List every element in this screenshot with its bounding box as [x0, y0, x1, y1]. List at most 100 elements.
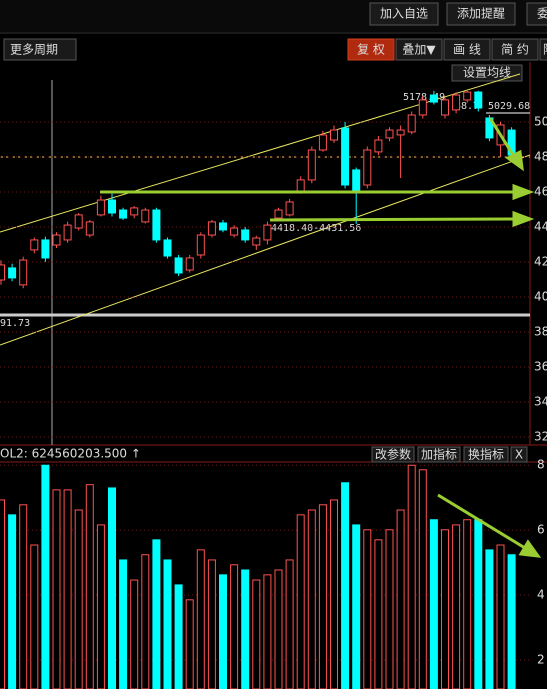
candle-body — [396, 129, 405, 136]
button[interactable] — [463, 446, 509, 463]
button-label[interactable]: 隐 — [543, 43, 547, 57]
y-tick-label: 4 — [537, 587, 545, 601]
button[interactable] — [526, 2, 547, 26]
candle-body — [196, 234, 205, 256]
button-label[interactable]: 加入自选 — [380, 7, 428, 21]
y-tick-label: 50 — [534, 114, 547, 128]
candle-body — [74, 214, 83, 229]
volume-bar — [230, 564, 239, 689]
volume-bar — [141, 554, 150, 689]
button-label[interactable]: 叠加▼ — [402, 43, 436, 57]
candle-body — [130, 207, 139, 216]
button-label[interactable]: 复 权 — [357, 43, 385, 57]
candle-body — [285, 201, 294, 216]
button-label[interactable]: X — [515, 448, 523, 462]
volume-bar — [318, 504, 327, 689]
button[interactable] — [347, 38, 395, 61]
annotation: 91.73 — [0, 318, 30, 329]
volume-bar — [196, 549, 205, 689]
button[interactable] — [3, 38, 77, 61]
candle-body — [385, 129, 394, 139]
volume-bar — [130, 579, 139, 689]
y-tick-label: 8 — [537, 458, 545, 472]
button[interactable] — [539, 38, 547, 61]
volume-bar — [363, 529, 372, 689]
candle-body — [318, 134, 327, 151]
button-label[interactable]: 更多周期 — [10, 43, 58, 57]
button-label[interactable]: 改参数 — [375, 447, 411, 462]
volume-bar — [474, 519, 483, 689]
candle-body — [19, 259, 28, 286]
candle-body — [485, 117, 494, 139]
candle-body — [252, 237, 261, 246]
candle-body — [85, 221, 94, 236]
button[interactable] — [371, 446, 415, 463]
volume-bar — [463, 519, 472, 689]
candle-body — [429, 94, 438, 103]
button-label[interactable]: 画 线 — [453, 43, 481, 57]
volume-bar — [52, 489, 61, 689]
volume-bar — [396, 509, 405, 689]
volume-bar — [30, 544, 39, 689]
candle-body — [474, 91, 483, 109]
candle-body — [8, 267, 17, 279]
volume-bar — [163, 559, 172, 689]
candle-body — [307, 149, 316, 181]
candle-body — [219, 222, 227, 231]
candle-body — [52, 234, 61, 246]
annotation: 5178.49 — [403, 92, 445, 103]
candle-body — [441, 99, 449, 116]
button[interactable] — [395, 38, 443, 61]
button[interactable] — [491, 38, 539, 61]
indicator-label: OL2: 624560203.500 ↑ — [0, 447, 141, 461]
button[interactable] — [451, 64, 523, 82]
candle-body — [207, 221, 216, 236]
candle-body — [407, 114, 416, 133]
candle-body — [230, 227, 239, 236]
candle-body — [452, 94, 461, 111]
volume-bar — [429, 519, 438, 689]
channel-line — [0, 154, 531, 346]
button[interactable] — [443, 38, 491, 61]
volume-bar — [74, 509, 83, 689]
volume-bar — [374, 539, 383, 689]
button-label[interactable]: 设置均线 — [463, 66, 511, 80]
button-label[interactable]: 换指标 — [468, 447, 504, 462]
candle-body — [163, 239, 172, 257]
candle-body — [185, 257, 194, 271]
candle-body — [352, 169, 361, 191]
y-tick-label: 6 — [537, 523, 545, 537]
volume-bar — [241, 569, 250, 689]
volume-bar — [263, 574, 272, 689]
button-label[interactable]: 简 约 — [501, 42, 529, 57]
candle-body — [418, 99, 427, 116]
button-label[interactable]: 委 — [537, 7, 547, 21]
volume-bar — [85, 484, 94, 689]
y-tick-label: 2 — [537, 652, 545, 666]
volume-bar — [341, 482, 350, 689]
annotation: 4418.40-4431.56 — [271, 223, 361, 234]
candle-body — [141, 209, 150, 223]
button[interactable] — [417, 446, 461, 463]
button[interactable] — [369, 2, 439, 26]
button-label[interactable]: 添加提醒 — [457, 6, 505, 21]
candle-body — [119, 209, 128, 219]
candle-body — [30, 239, 39, 251]
volume-bar — [185, 599, 194, 689]
button[interactable] — [446, 2, 516, 26]
volume-bar — [330, 499, 338, 689]
button[interactable] — [510, 446, 528, 463]
candle-body — [263, 224, 272, 241]
volume-bar — [507, 554, 516, 689]
volume-bar — [119, 559, 128, 689]
volume-bar — [108, 487, 116, 689]
volume-bar — [63, 489, 72, 689]
y-tick-label: 34 — [534, 394, 547, 408]
button-label[interactable]: 加指标 — [421, 447, 457, 462]
volume-bar — [285, 559, 294, 689]
candle-body — [96, 199, 105, 216]
volume-bar — [207, 559, 216, 689]
volume-bar — [8, 514, 17, 689]
